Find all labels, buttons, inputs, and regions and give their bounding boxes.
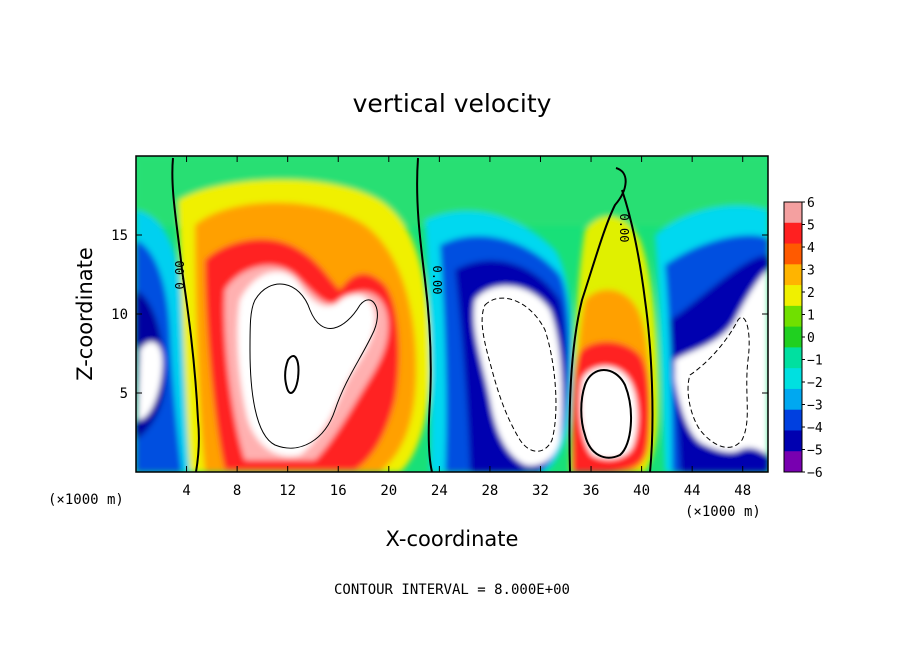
colorbar-label: 4 — [807, 241, 815, 256]
colorbar-swatch — [784, 264, 802, 286]
x-unit-left: (×1000 m) — [48, 492, 124, 508]
blob-left-core — [138, 341, 163, 420]
x-tick-label: 40 — [633, 483, 650, 499]
colorbar-swatch — [784, 285, 802, 307]
x-axis: 4 8 12 16 20 24 28 32 36 40 44 48 — [182, 156, 751, 499]
colorbar-label: −2 — [807, 376, 823, 391]
contour-core-5 — [687, 317, 750, 448]
colorbar-label: 1 — [807, 309, 815, 324]
colorbar-swatch — [784, 202, 802, 224]
x-tick-label: 44 — [684, 483, 701, 499]
colorbar-label: −4 — [807, 421, 823, 436]
y-axis-label: Z-coordinate — [73, 247, 97, 381]
colorbar-swatch — [784, 430, 802, 452]
x-tick-label: 24 — [431, 483, 448, 499]
colorbar-swatch — [784, 347, 802, 369]
contour-lines — [171, 157, 750, 472]
x-tick-label: 8 — [233, 483, 241, 499]
colorbar-swatch — [784, 451, 802, 473]
colorbar-swatch — [784, 222, 802, 245]
colorbar-label: 3 — [807, 264, 815, 279]
velocity-field — [136, 156, 768, 472]
contour-core-3 — [481, 297, 557, 452]
blob-right-down-core — [675, 270, 768, 455]
colorbar-swatch — [784, 368, 802, 390]
x-tick-label: 36 — [583, 483, 600, 499]
colorbar-label: 6 — [807, 196, 815, 211]
colorbar-label: −6 — [807, 466, 823, 481]
zero-label-mid: 0.00 — [430, 266, 444, 295]
colorbar-label: −1 — [807, 354, 823, 369]
colorbar: 6 5 4 3 2 1 0 −1 −2 −3 −4 −5 −6 — [783, 196, 823, 481]
x-tick-label: 32 — [532, 483, 549, 499]
zero-contour-2 — [416, 157, 433, 472]
x-tick-label: 4 — [182, 483, 190, 499]
colorbar-label: −5 — [807, 444, 823, 459]
x-unit-right: (×1000 m) — [685, 504, 761, 520]
y-tick-label: 15 — [111, 228, 128, 244]
zero-contour-4 — [621, 189, 654, 472]
x-tick-label: 28 — [481, 483, 498, 499]
x-tick-label: 48 — [734, 483, 751, 499]
zero-label-left: 0.00 — [173, 261, 187, 290]
blob-narrow-up-core — [580, 366, 638, 460]
zero-contour-1 — [171, 157, 200, 472]
zero-contour-3 — [568, 167, 627, 472]
contour-core-2 — [284, 355, 300, 394]
colorbar-label: −3 — [807, 399, 823, 414]
blob-updraft-core — [237, 271, 375, 457]
contour-core-1 — [249, 283, 378, 449]
y-tick-label: 5 — [120, 386, 128, 402]
colorbar-swatch — [784, 243, 802, 265]
colorbar-swatch — [784, 409, 802, 431]
contour-core-4 — [580, 369, 632, 459]
x-tick-label: 12 — [279, 483, 296, 499]
chart-title: vertical velocity — [353, 89, 552, 118]
colorbar-swatch — [784, 326, 802, 348]
x-tick-label: 16 — [330, 483, 347, 499]
colorbar-label: 0 — [807, 331, 815, 346]
contour-interval: CONTOUR INTERVAL = 8.000E+00 — [334, 582, 570, 598]
x-tick-label: 20 — [380, 483, 397, 499]
zero-label-right: 0.00 — [617, 214, 631, 243]
blob-mid-down-core — [473, 286, 563, 466]
x-axis-label: X-coordinate — [386, 527, 519, 551]
y-tick-label: 10 — [111, 307, 128, 323]
y-axis: 5 10 15 — [111, 228, 768, 402]
colorbar-label: 2 — [807, 286, 815, 301]
colorbar-label: 5 — [807, 219, 815, 234]
contour-labels: 0.00 0.00 0.00 — [173, 214, 631, 295]
colorbar-swatch — [784, 388, 802, 411]
colorbar-swatch — [784, 305, 802, 328]
plot-area — [136, 156, 768, 472]
